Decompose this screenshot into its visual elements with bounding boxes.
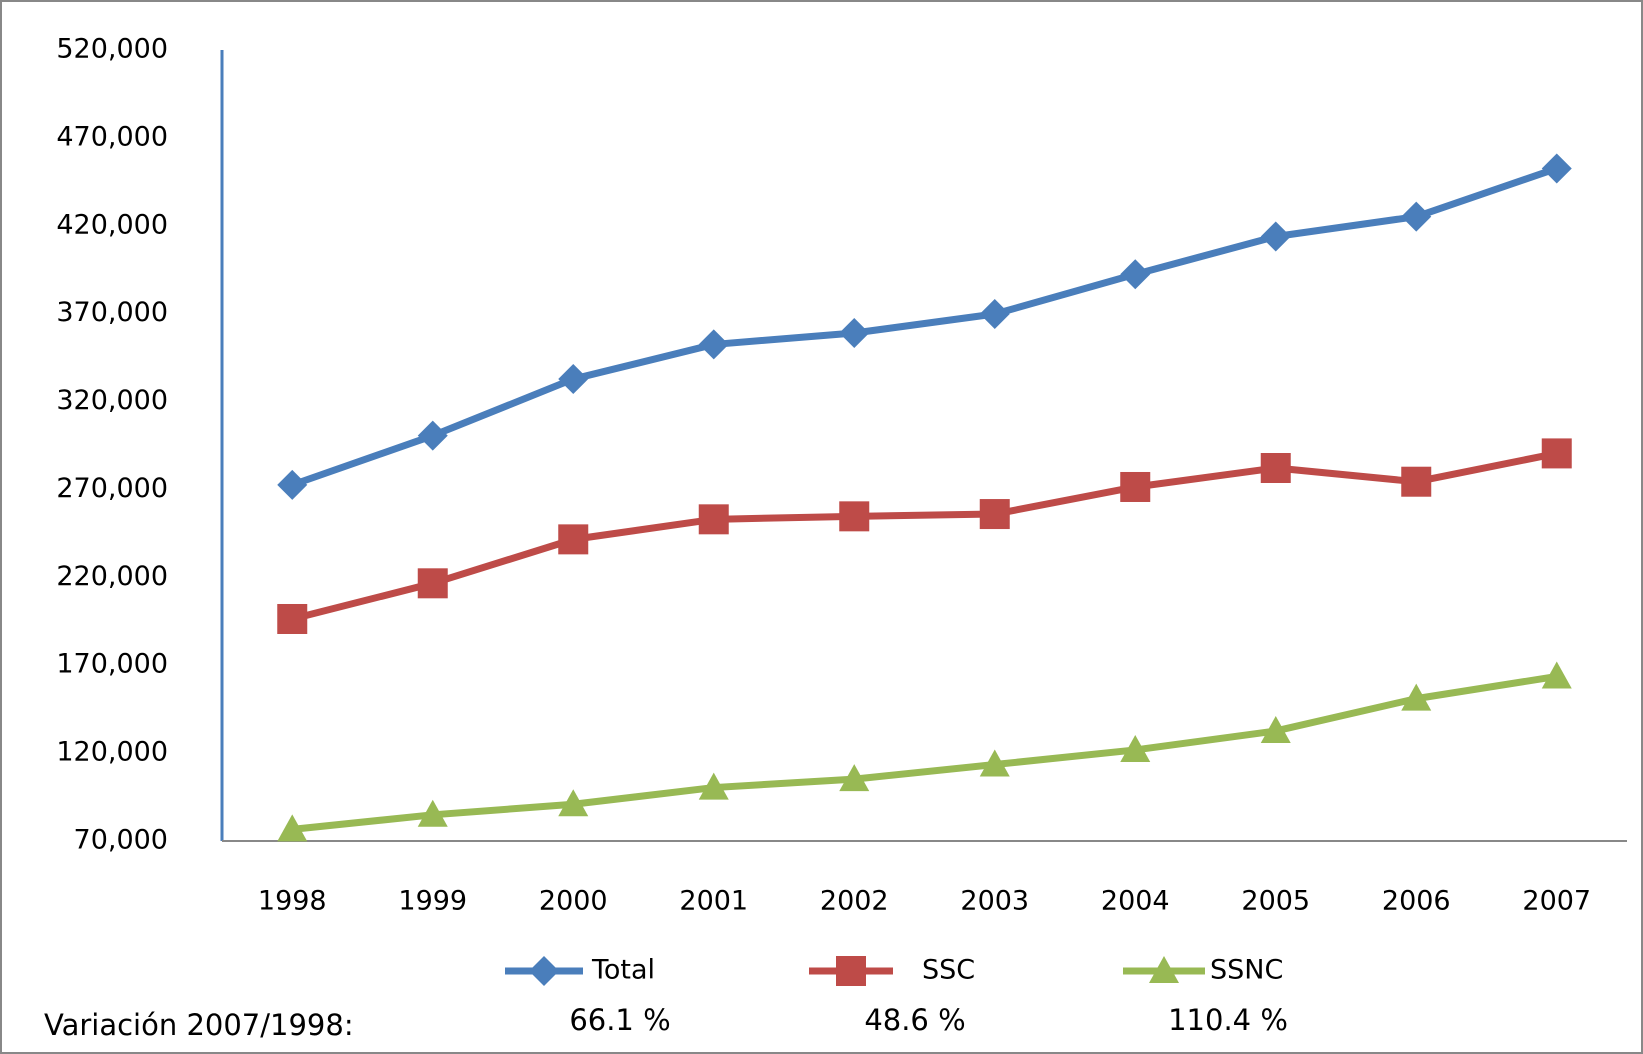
data-point: [1120, 734, 1151, 762]
y-tick-label: 170,000: [56, 649, 168, 680]
y-tick-label: 420,000: [56, 209, 168, 240]
y-tick-label: 120,000: [56, 737, 168, 768]
x-tick-label: 2001: [679, 886, 748, 917]
data-point: [417, 420, 448, 451]
legend-marker: [836, 956, 866, 986]
variation-value: 48.6 %: [864, 1003, 965, 1037]
x-tick-label: 2005: [1241, 886, 1310, 917]
data-point: [1401, 201, 1432, 232]
data-point: [417, 799, 448, 827]
data-point: [558, 524, 589, 555]
data-point: [1401, 466, 1432, 497]
data-point: [979, 749, 1010, 777]
data-point: [277, 814, 308, 842]
y-tick-label: 320,000: [56, 385, 168, 416]
series-line: [291, 673, 1558, 833]
x-tick-label: 1999: [398, 886, 467, 917]
series-line: [291, 165, 1558, 489]
legend-label: SSC: [922, 955, 975, 986]
data-point: [1401, 683, 1432, 711]
data-point: [277, 469, 308, 500]
legend-label: Total: [591, 955, 655, 986]
data-point: [1541, 153, 1572, 184]
data-point: [1120, 471, 1151, 502]
legend-marker: [529, 956, 559, 986]
y-tick-label: 520,000: [56, 34, 168, 65]
x-tick-label: 2000: [539, 886, 608, 917]
data-point: [1260, 452, 1291, 483]
data-point: [558, 364, 589, 395]
x-tick-label: 2003: [960, 886, 1029, 917]
data-point: [698, 504, 729, 535]
data-point: [1120, 259, 1151, 290]
variation-label: Variación 2007/1998:: [44, 1008, 354, 1042]
legend-marker: [1149, 956, 1179, 983]
data-point: [839, 764, 870, 792]
data-point: [698, 329, 729, 360]
x-tick-label: 1998: [258, 886, 327, 917]
variation-value: 66.1 %: [569, 1003, 670, 1037]
data-point: [979, 299, 1010, 330]
data-point: [1541, 438, 1572, 469]
data-point: [1260, 221, 1291, 252]
legend-label: SSNC: [1210, 955, 1283, 986]
x-tick-label: 2004: [1101, 886, 1170, 917]
x-tick-label: 2002: [820, 886, 889, 917]
series-line: [291, 449, 1558, 623]
y-tick-label: 470,000: [56, 121, 168, 152]
data-point: [1260, 715, 1291, 743]
data-point: [839, 318, 870, 349]
y-tick-label: 220,000: [56, 561, 168, 592]
data-point: [1541, 661, 1572, 689]
data-point: [839, 501, 870, 532]
y-tick-label: 370,000: [56, 297, 168, 328]
y-tick-label: 70,000: [74, 825, 168, 856]
variation-value: 110.4 %: [1168, 1003, 1288, 1037]
data-point: [277, 603, 308, 634]
x-tick-label: 2006: [1382, 886, 1451, 917]
data-point: [558, 789, 589, 817]
data-point: [698, 772, 729, 800]
x-tick-label: 2007: [1522, 886, 1591, 917]
y-tick-label: 270,000: [56, 473, 168, 504]
data-point: [979, 499, 1010, 530]
data-point: [417, 568, 448, 599]
